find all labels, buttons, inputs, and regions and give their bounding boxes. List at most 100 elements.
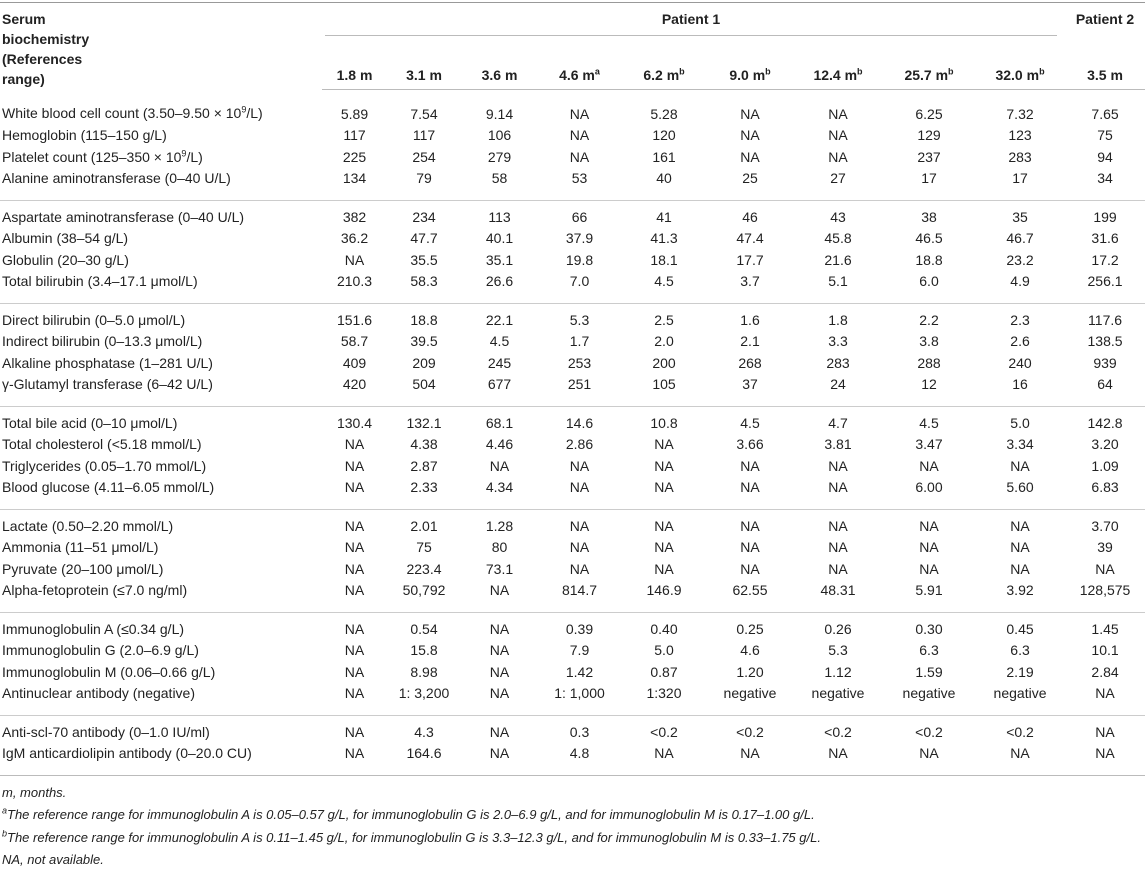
cell-value: 5.0 (654, 642, 674, 658)
value-cell: NA (461, 743, 538, 775)
row-label-cell: Total bile acid (0–10 μmol/L) (0, 405, 322, 434)
value-cell: NA (793, 125, 883, 147)
value-cell: 2.3 (975, 302, 1066, 331)
footnote-text: The reference range for immunoglobulin A… (7, 829, 821, 845)
value-cell: 3.66 (707, 434, 793, 456)
value-cell: 2.01 (387, 508, 461, 537)
value-cell: NA (793, 743, 883, 775)
value-cell: 38 (883, 199, 975, 228)
cell-value: 7.9 (569, 642, 590, 658)
cell-value: 677 (487, 376, 512, 392)
cell-value: 50,792 (402, 582, 446, 598)
cell-value: 5.3 (569, 311, 590, 328)
row-label: Lactate (0.50–2.20 mmol/L) (2, 517, 174, 534)
value-cell: NA (322, 714, 387, 743)
value-cell: NA (538, 456, 621, 478)
cell-value: NA (740, 479, 760, 495)
value-cell: NA (707, 537, 793, 559)
value-cell: 1.20 (707, 662, 793, 684)
footnote: bThe reference range for immunoglobulin … (2, 827, 1145, 850)
value-cell: 5.60 (975, 477, 1065, 509)
footnote-text: m, months. (2, 784, 67, 800)
cell-value: negative (811, 685, 865, 701)
cell-value: 814.7 (561, 582, 598, 598)
cell-value: NA (569, 457, 590, 474)
cell-value: 2.84 (1091, 663, 1119, 680)
cell-value: NA (919, 517, 939, 534)
value-cell: 1: 1,000 (538, 683, 621, 715)
value-cell: 39.5 (387, 331, 461, 353)
cell-value: 7.0 (569, 273, 590, 289)
column-label: 25.7 m (904, 66, 949, 83)
column-label: 3.5 m (1087, 66, 1123, 83)
cell-value: 939 (1093, 354, 1117, 371)
value-cell: 129 (883, 125, 975, 147)
cell-value: 4.5 (919, 414, 939, 431)
cell-value: 0.54 (410, 620, 438, 637)
footnote-mark: b (2, 828, 8, 839)
value-cell: 18.8 (883, 250, 975, 272)
cell-value: 94 (1097, 148, 1113, 165)
value-cell: NA (322, 640, 387, 662)
cell-value: 117 (412, 127, 436, 143)
row-label: Direct bilirubin (0–5.0 μmol/L) (2, 311, 186, 328)
footnote-mark: b (1039, 65, 1045, 76)
cell-value: 47.7 (410, 230, 438, 246)
column-header: 3.1 m (387, 47, 461, 90)
value-cell: 7.65 (1065, 89, 1145, 125)
value-cell: NA (883, 456, 975, 478)
cell-value: 1.8 (828, 311, 848, 328)
value-cell: 0.54 (387, 611, 461, 640)
value-cell: 4.5 (621, 271, 707, 303)
value-cell: 79 (387, 168, 461, 200)
value-cell: NA (322, 477, 387, 509)
value-cell: 199 (1065, 199, 1145, 228)
cell-value: 5.91 (915, 582, 943, 598)
header-cell: Patient 2 (1065, 2, 1145, 48)
value-cell: 0.26 (793, 611, 883, 640)
value-cell: 31.6 (1065, 228, 1145, 250)
value-cell: NA (1065, 743, 1145, 775)
value-cell: 75 (387, 537, 461, 559)
value-cell: NA (883, 743, 975, 775)
row-label: Anti-scl-70 antibody (0–1.0 IU/ml) (2, 723, 210, 740)
cell-value: 253 (567, 354, 592, 371)
cell-value: 256.1 (1087, 273, 1123, 289)
cell-value: NA (1010, 560, 1030, 577)
value-cell: NA (621, 508, 707, 537)
table-row: Immunoglobulin A (≤0.34 g/L) NA 0.54 NA 0.39… (0, 611, 1145, 640)
cell-value: 25 (742, 170, 758, 186)
value-cell: 3.3 (793, 331, 883, 353)
value-cell: 23.2 (975, 250, 1065, 272)
cell-value: 46.7 (1006, 230, 1034, 246)
cell-value: NA (828, 105, 848, 122)
column-label: 9.0 m (729, 66, 766, 83)
cell-value: 151.6 (336, 311, 373, 328)
value-cell: 134 (322, 168, 387, 200)
table-row: Aspartate aminotransferase (0–40 U/L) 382… (0, 199, 1145, 228)
cell-value: 2.3 (1010, 311, 1030, 328)
cell-value: NA (740, 539, 760, 555)
row-label-cell: Alanine aminotransferase (0–40 U/L) (0, 168, 322, 200)
value-cell: 268 (707, 353, 793, 375)
value-cell: 50,792 (387, 580, 461, 612)
value-cell: 5.89 (322, 89, 387, 125)
value-cell: NA (707, 508, 793, 537)
value-cell: 40.1 (461, 228, 538, 250)
value-cell: NA (538, 537, 621, 559)
value-cell: NA (621, 477, 707, 509)
value-cell: 46 (707, 199, 793, 228)
value-cell: 105 (621, 374, 707, 406)
cell-value: 129 (917, 127, 941, 143)
value-cell: 939 (1065, 353, 1145, 375)
value-cell: 254 (387, 147, 461, 169)
row-label: Alanine aminotransferase (0–40 U/L) (2, 170, 231, 186)
cell-value: 18.1 (650, 251, 678, 268)
row-label: Triglycerides (0.05–1.70 mmol/L) (2, 457, 207, 474)
value-cell: 4.5 (461, 331, 538, 353)
value-cell: 7.0 (538, 271, 621, 303)
value-cell: NA (621, 434, 707, 456)
value-cell: 40 (621, 168, 707, 200)
value-cell: 25 (707, 168, 793, 200)
value-cell: NA (538, 559, 621, 581)
